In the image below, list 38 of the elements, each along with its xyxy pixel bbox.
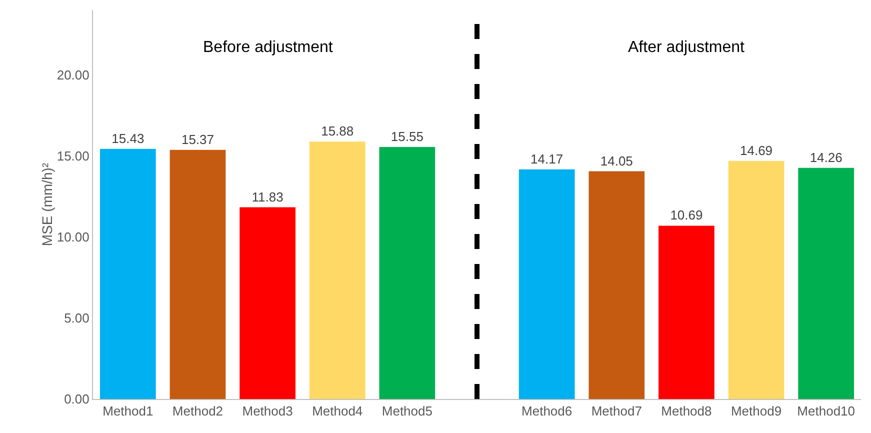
bar [309,142,366,399]
data-label: 14.17 [530,151,564,166]
annotation: After adjustment [628,39,746,56]
bar [658,226,714,399]
x-tick-label: Method1 [102,404,154,419]
y-tick-label: 5.00 [64,310,90,326]
bar [170,150,226,399]
bar [798,168,854,399]
data-label: 15.43 [112,130,144,146]
data-label: 14.69 [740,142,773,158]
bar [518,169,575,399]
x-tick-label: Method9 [730,404,782,419]
data-label: 14.26 [810,150,842,165]
bar [379,146,436,399]
bar [728,160,784,399]
x-tick-label: Method2 [172,404,224,419]
x-tick-label: Method3 [242,404,293,419]
data-label: 10.69 [670,208,703,223]
data-label: 11.83 [252,189,284,204]
data-label: 15.37 [181,132,214,147]
x-tick-label: Method7 [591,404,642,419]
y-tick-label: 0.00 [64,392,90,407]
data-label: 15.88 [321,124,354,139]
x-tick-label: Method10 [797,404,856,419]
y-tick-label: 10.00 [56,229,90,244]
bar [588,171,645,399]
bar [240,207,296,399]
y-tick-label: 20.00 [56,67,90,82]
y-axis-title: MSE (mm/h)² [38,162,55,246]
x-tick-label: Method8 [661,404,712,419]
annotation: Before adjustment [203,39,334,56]
y-tick-label: 15.00 [56,148,90,164]
x-tick-label: Method5 [382,404,432,419]
x-tick-label: Method6 [522,404,572,419]
bar [100,148,156,399]
data-label: 14.05 [600,153,633,168]
data-label: 15.55 [390,128,424,144]
x-tick-label: Method4 [312,404,363,419]
